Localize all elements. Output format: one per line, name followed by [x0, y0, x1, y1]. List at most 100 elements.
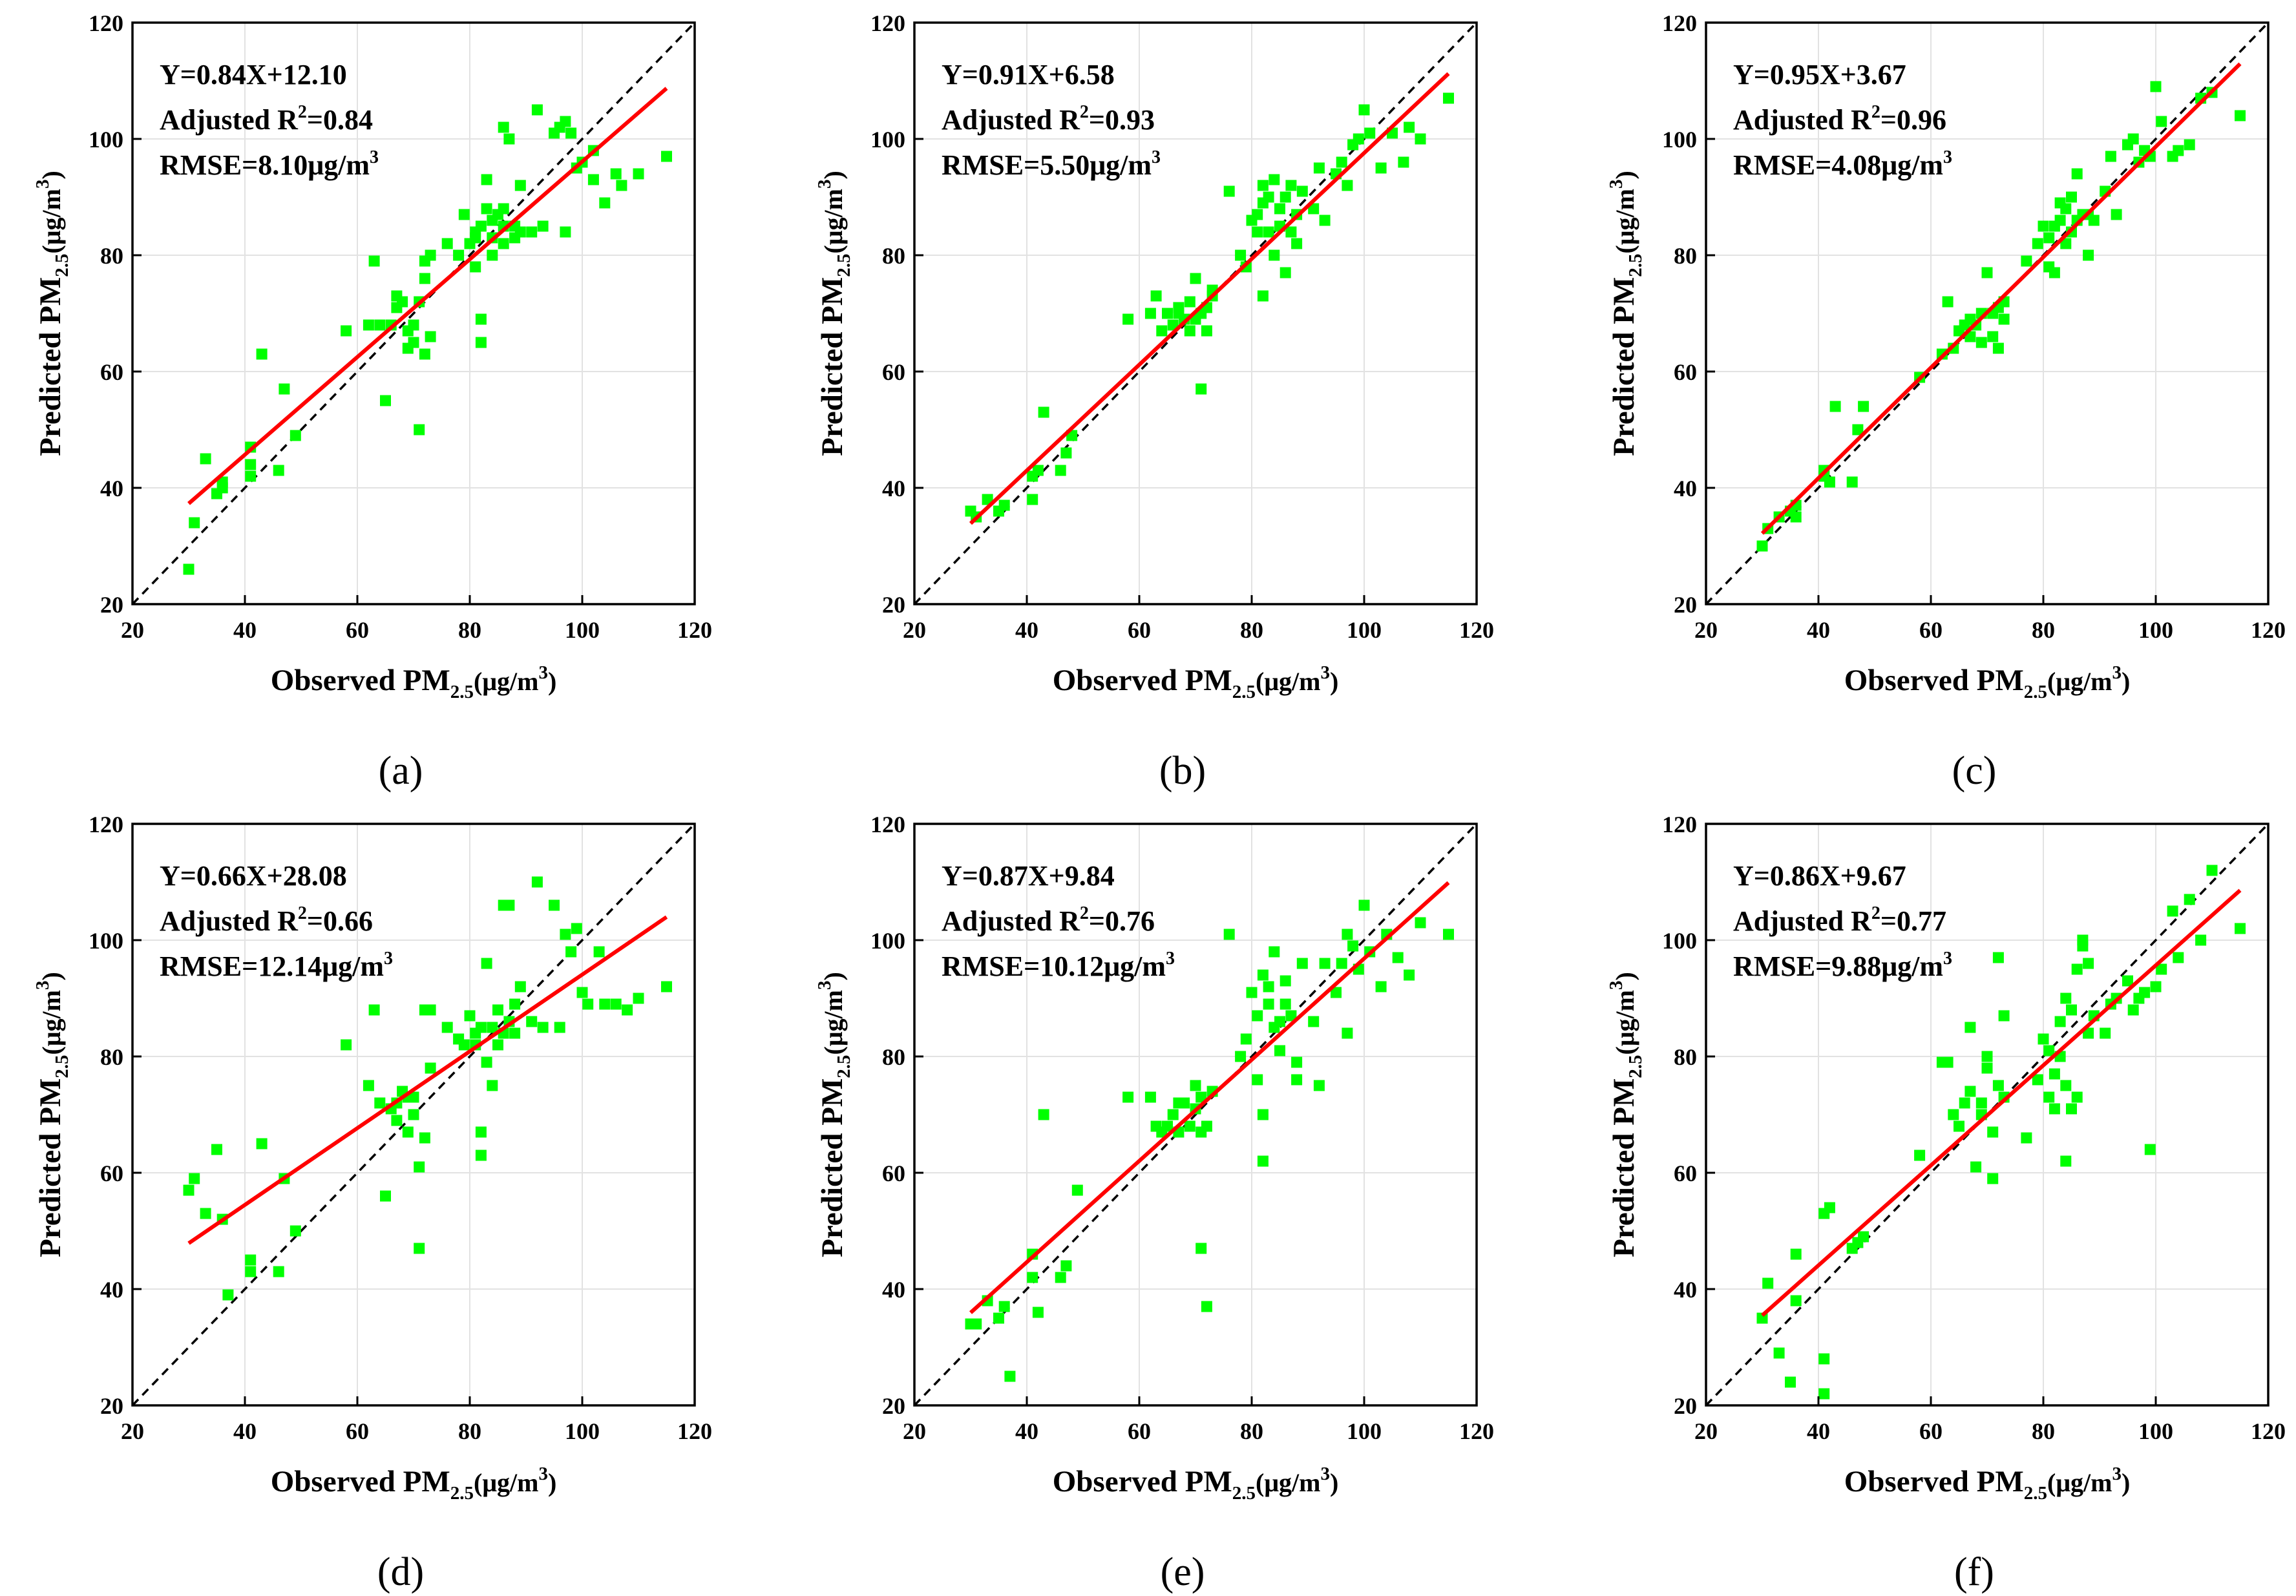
identity-line — [131, 21, 696, 605]
y-axis-label: Predicted PM2.5(μg/m3) — [32, 972, 72, 1257]
data-point — [1296, 958, 1308, 969]
data-point — [1336, 958, 1347, 969]
y-tick-label: 80 — [882, 243, 905, 269]
x-axis-label: Observed PM2.5(μg/m3) — [1053, 1464, 1339, 1504]
data-point — [2156, 963, 2167, 975]
data-point — [2071, 168, 2083, 180]
data-point — [526, 226, 538, 238]
x-tick-label: 120 — [2251, 1418, 2286, 1444]
data-point — [1942, 1056, 1954, 1068]
rmse-text: RMSE=10.12μg/m3 — [942, 949, 1175, 982]
y-axis-label-group: Predicted PM2.5(μg/m3) — [32, 171, 72, 456]
data-point — [509, 1027, 521, 1039]
data-point — [256, 348, 268, 360]
data-point — [341, 1039, 352, 1051]
data-point — [1981, 267, 1993, 278]
data-point — [1122, 313, 1134, 325]
data-point — [1404, 969, 1415, 981]
y-tick-label: 40 — [882, 476, 905, 501]
data-point — [2144, 1144, 2156, 1155]
x-axis-label: Observed PM2.5(μg/m3) — [1053, 662, 1339, 702]
fit-line — [1761, 888, 2242, 1318]
data-point — [599, 998, 611, 1010]
data-point — [1150, 290, 1162, 302]
data-point — [2127, 133, 2139, 145]
axes-frame — [1705, 823, 2270, 1407]
data-point — [481, 203, 492, 215]
data-point — [1252, 1074, 1263, 1086]
x-tick-label: 40 — [1015, 617, 1038, 643]
data-point — [487, 249, 498, 261]
data-point — [1060, 1260, 1072, 1272]
data-point — [1364, 127, 1376, 139]
r2-text: Adjusted R2=0.84 — [160, 102, 373, 136]
data-point — [245, 470, 257, 482]
x-tick-label: 20 — [121, 617, 144, 643]
data-point — [363, 319, 374, 331]
data-point — [560, 929, 571, 940]
data-point — [1195, 383, 1207, 395]
data-point — [1201, 325, 1212, 337]
y-tick-label: 40 — [1674, 476, 1697, 501]
y-tick-label: 60 — [1674, 359, 1697, 385]
data-point — [1184, 325, 1195, 337]
data-point — [2071, 963, 2083, 975]
data-point — [475, 1022, 487, 1033]
data-point — [1975, 337, 1987, 348]
panel-f: 20 40 60 80 100 120 20 40 60 80 100 120 Y=0.86X+9.67… — [1606, 812, 2286, 1594]
x-axis-label: Observed PM2.5(μg/m3) — [271, 662, 557, 702]
data-point — [1257, 290, 1269, 302]
r2-text: Adjusted R2=0.77 — [1733, 903, 1946, 937]
data-point — [273, 465, 284, 476]
x-tick-label: 40 — [1807, 1418, 1830, 1444]
y-tick-label: 40 — [100, 476, 123, 501]
data-point — [2048, 1103, 2060, 1115]
data-point — [1347, 940, 1359, 952]
data-point — [1353, 133, 1364, 145]
data-point — [1948, 1109, 1959, 1120]
data-point — [1392, 952, 1404, 963]
data-point — [1027, 1272, 1038, 1283]
equation-text: Y=0.86X+9.67 — [1733, 860, 1906, 892]
x-tick-label: 20 — [1694, 617, 1718, 643]
data-point — [599, 197, 611, 209]
data-point — [565, 127, 577, 139]
data-point — [1274, 203, 1285, 215]
data-point — [1998, 1010, 2010, 1022]
data-point — [1257, 1155, 1269, 1167]
data-point — [1942, 296, 1954, 308]
data-point — [1858, 401, 1869, 412]
data-point — [1790, 511, 1802, 523]
data-point — [1235, 249, 1247, 261]
data-point — [481, 1056, 492, 1068]
y-axis-label-group: Predicted PM2.5(μg/m3) — [32, 972, 72, 1257]
data-point — [1038, 406, 1049, 418]
data-point — [526, 1016, 538, 1027]
data-point — [1173, 302, 1185, 313]
data-point — [273, 1266, 284, 1277]
data-point — [402, 1126, 414, 1138]
data-point — [1280, 267, 1291, 278]
axes-frame — [1705, 21, 2270, 605]
data-point — [245, 1266, 257, 1277]
data-point — [1964, 1086, 1976, 1097]
data-point — [1269, 174, 1280, 185]
data-point — [1252, 209, 1263, 220]
data-point — [245, 1254, 257, 1266]
data-point — [1998, 313, 2010, 325]
equation-text: Y=0.66X+28.08 — [160, 860, 347, 892]
data-point — [1167, 1109, 1179, 1120]
data-point — [1055, 1272, 1066, 1283]
panel-caption: (a) — [379, 749, 423, 793]
y-tick-label: 20 — [100, 592, 123, 618]
data-point — [290, 1225, 301, 1237]
data-point — [425, 249, 436, 261]
data-point — [2043, 232, 2055, 244]
data-point — [537, 220, 549, 232]
x-tick-label: 40 — [233, 1418, 257, 1444]
scatter-points — [1756, 865, 2246, 1400]
data-point — [509, 998, 521, 1010]
data-point — [1223, 929, 1235, 940]
x-tick-label: 20 — [121, 1418, 144, 1444]
y-tick-label: 20 — [100, 1393, 123, 1419]
